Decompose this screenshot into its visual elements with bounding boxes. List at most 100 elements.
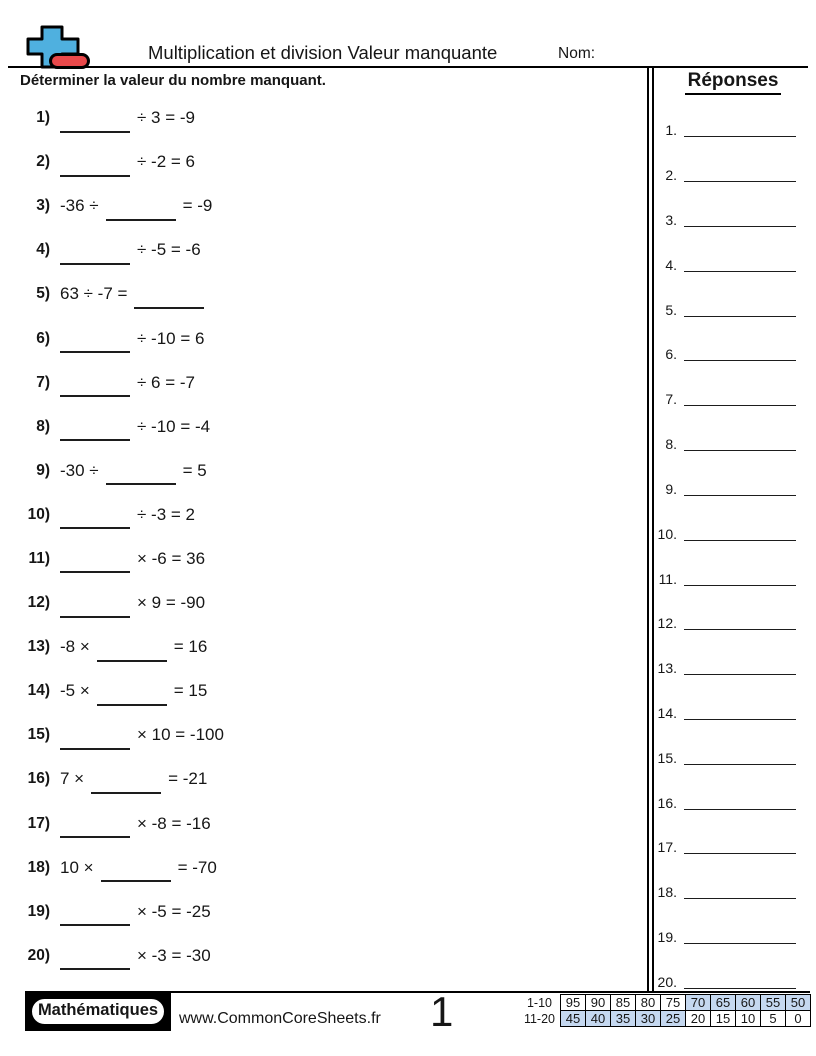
score-cell: 85 — [610, 994, 636, 1011]
answer-row: 6. — [648, 332, 796, 377]
problem-text-after: ÷ -10 = 6 — [137, 328, 205, 348]
problem-row: 4) ÷ -5 = -6 — [20, 228, 630, 272]
answer-blank-line — [684, 616, 796, 631]
answer-number: 4. — [665, 256, 677, 273]
problem-number: 16) — [27, 770, 50, 788]
missing-value-blank — [60, 324, 130, 354]
problem-row: 19) × -5 = -25 — [20, 890, 630, 934]
answer-number: 8. — [665, 436, 677, 453]
answer-row: 15. — [648, 735, 796, 780]
problem-number: 18) — [27, 858, 50, 876]
problem-text-after: × 10 = -100 — [137, 725, 224, 745]
answer-blank-line — [684, 796, 796, 810]
problem-text-before: 7 × — [60, 769, 85, 789]
problem-number: 5) — [36, 285, 50, 303]
answer-number: 14. — [657, 704, 677, 721]
answer-row: 12. — [648, 601, 796, 646]
answer-blank-line — [684, 975, 796, 989]
missing-value-blank — [60, 500, 130, 530]
problem-row: 17) × -8 = -16 — [20, 802, 630, 846]
problem-number: 15) — [27, 726, 50, 744]
header-divider-line — [8, 66, 808, 68]
problem-number: 6) — [36, 329, 50, 347]
answer-row: 8. — [648, 422, 796, 467]
problem-row: 5) 63 ÷ -7 = — [20, 272, 630, 316]
problem-row: 8) ÷ -10 = -4 — [20, 405, 630, 449]
answer-row: 3. — [648, 198, 796, 243]
problem-text-after: ÷ -3 = 2 — [137, 504, 195, 524]
problem-text-after: = 15 — [173, 681, 208, 701]
answer-blank-line — [684, 930, 796, 945]
problem-text-after: = -21 — [168, 769, 208, 789]
problem-number: 2) — [36, 153, 50, 171]
problem-text-before: 63 ÷ -7 = — [60, 284, 128, 304]
problem-text-after: × -5 = -25 — [137, 901, 211, 921]
score-cell: 55 — [760, 994, 786, 1011]
score-table-row: 11-20 45 40 35 30 25 20 15 10 5 0 — [524, 1010, 811, 1027]
problem-text-after: = -70 — [177, 857, 217, 877]
answer-row: 11. — [648, 556, 796, 601]
missing-value-blank — [105, 192, 176, 221]
answer-row: 18. — [648, 870, 796, 915]
problem-text-after: × -3 = -30 — [137, 945, 211, 965]
problem-number: 14) — [27, 682, 50, 700]
problem-number: 11) — [28, 549, 50, 567]
problem-number: 1) — [36, 109, 50, 127]
answer-blank-line — [684, 123, 796, 138]
missing-value-blank — [60, 897, 130, 927]
answer-number: 9. — [665, 480, 677, 497]
score-cell: 60 — [735, 994, 761, 1011]
score-cell: 95 — [560, 994, 586, 1011]
answer-number: 18. — [657, 884, 677, 901]
missing-value-blank — [60, 412, 130, 442]
problem-text-before: 10 × — [60, 857, 94, 877]
answer-row: 10. — [648, 511, 796, 556]
score-cell: 15 — [710, 1010, 736, 1027]
missing-value-blank — [60, 104, 130, 133]
problem-row: 7) ÷ 6 = -7 — [20, 361, 630, 405]
name-label: Nom: — [558, 45, 596, 62]
answer-blank-line — [684, 572, 796, 586]
answer-row: 19. — [648, 915, 796, 960]
score-cell: 50 — [785, 994, 811, 1011]
answer-number: 19. — [657, 929, 677, 946]
answer-number: 3. — [665, 212, 677, 229]
answer-blank-line — [684, 437, 796, 452]
problem-row: 6) ÷ -10 = 6 — [20, 316, 630, 360]
answer-row: 1. — [648, 108, 796, 153]
answer-row: 16. — [648, 780, 796, 825]
answer-blank-line — [684, 706, 796, 720]
problem-number: 20) — [27, 946, 50, 964]
answer-number: 11. — [658, 570, 677, 587]
answer-row: 4. — [648, 242, 796, 287]
score-table-row: 1-10 95 90 85 80 75 70 65 60 55 50 — [524, 994, 811, 1011]
score-cell: 40 — [585, 1010, 611, 1027]
answers-header-label: Réponses — [684, 70, 782, 95]
problem-row: 2) ÷ -2 = 6 — [20, 140, 630, 184]
answers-list: 1. 2. 3. 4. 5. 6. 7. 8. 9. 10. 11. 12. 13. 14. 15. 16. 1… — [648, 108, 796, 1004]
answer-blank-line — [684, 840, 796, 855]
problem-text-before: -30 ÷ — [60, 460, 99, 480]
score-cell: 45 — [560, 1010, 586, 1027]
problem-number: 9) — [36, 461, 50, 479]
score-cell: 25 — [660, 1010, 686, 1027]
score-cell: 65 — [710, 994, 736, 1011]
website-url: www.CommonCoreSheets.fr — [179, 1010, 381, 1027]
problem-text-after: ÷ 6 = -7 — [137, 372, 195, 392]
problem-text-before: -8 × — [60, 637, 90, 657]
problem-row: 10) ÷ -3 = 2 — [20, 493, 630, 537]
answer-row: 9. — [648, 467, 796, 512]
problem-row: 18) 10 × = -70 — [20, 846, 630, 890]
missing-value-blank — [60, 721, 130, 750]
answer-blank-line — [684, 527, 796, 541]
problem-row: 12) × 9 = -90 — [20, 581, 630, 625]
problem-number: 17) — [27, 814, 50, 832]
score-cell: 35 — [610, 1010, 636, 1027]
page-title: Multiplication et division Valeur manqua… — [148, 42, 498, 63]
problem-text-after: ÷ -2 = 6 — [137, 152, 195, 172]
score-cell: 80 — [635, 994, 661, 1011]
problem-text-after: × 9 = -90 — [137, 593, 206, 613]
answer-row: 7. — [648, 377, 796, 422]
answer-row: 2. — [648, 153, 796, 198]
problem-text-after: × -8 = -16 — [137, 813, 211, 833]
